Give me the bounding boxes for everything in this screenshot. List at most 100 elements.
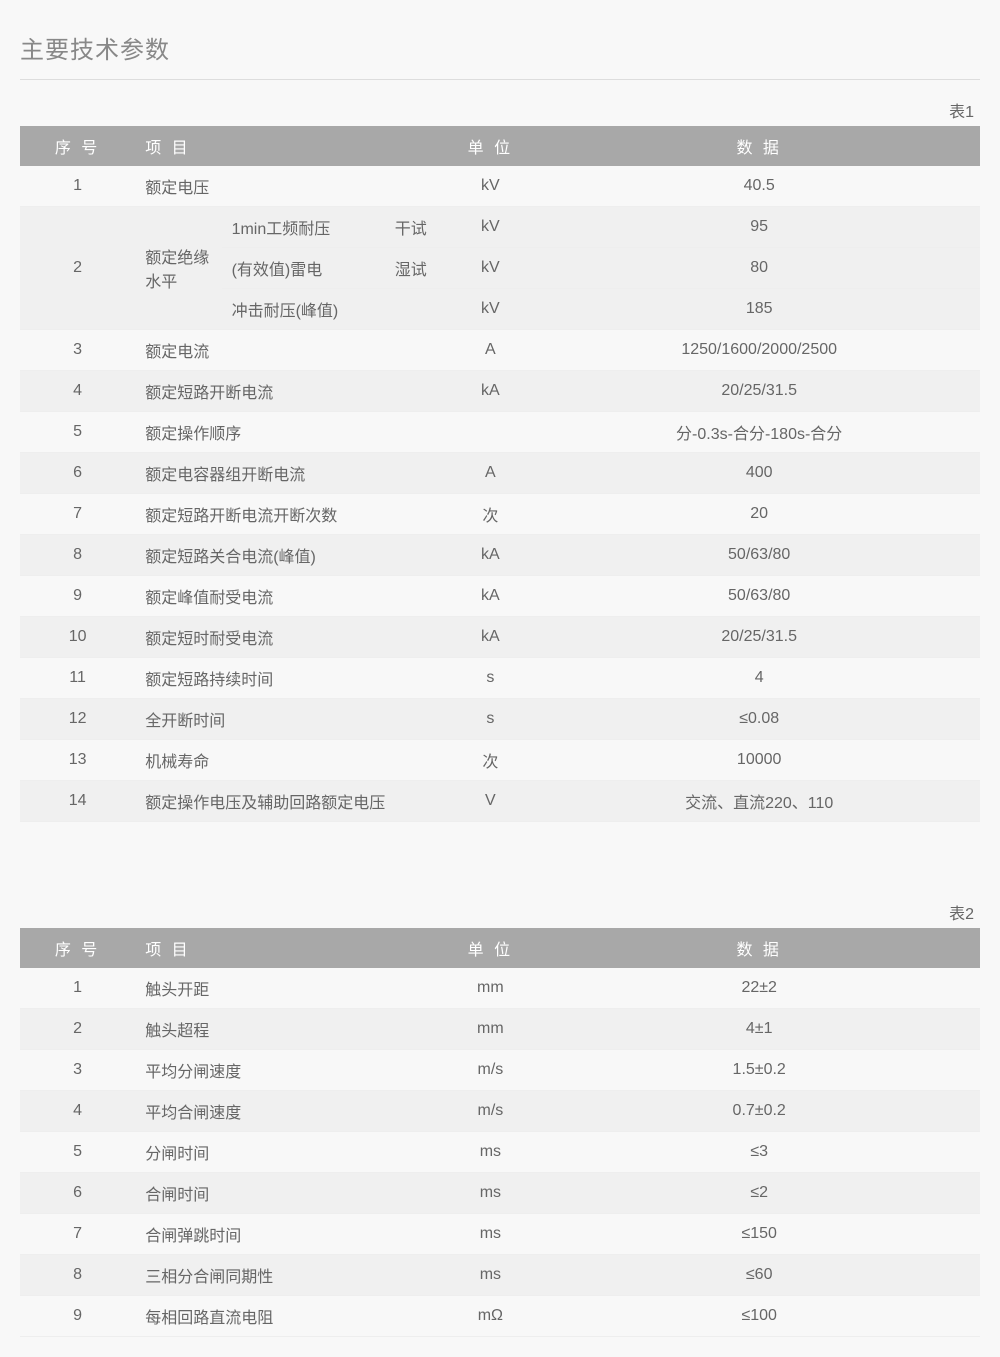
cell-seq: 3 [20,1050,135,1091]
cell-unit: ms [442,1255,538,1296]
cell-item: 额定操作电压及辅助回路额定电压 [135,781,442,822]
cell-unit: mΩ [442,1296,538,1337]
cell-item: 分闸时间 [135,1132,442,1173]
cell-unit: kV [442,248,538,289]
cell-unit: kA [442,617,538,658]
table-row: 1 额定电压 kV 40.5 [20,166,980,207]
cell-unit: kV [442,289,538,330]
th-item: 项 目 [135,928,442,968]
cell-seq: 14 [20,781,135,822]
cell-data: 80 [538,248,980,289]
th-seq: 序 号 [20,126,135,166]
table-row: 1触头开距mm22±2 [20,968,980,1009]
table2-label: 表2 [20,900,974,924]
cell-seq: 13 [20,740,135,781]
table-row: 3 额定电流 A 1250/1600/2000/2500 [20,330,980,371]
table-row: 2触头超程mm4±1 [20,1009,980,1050]
cell-data: 0.7±0.2 [538,1091,980,1132]
table-row: 8三相分合闸同期性ms≤60 [20,1255,980,1296]
table-row: 13 机械寿命 次 10000 [20,740,980,781]
cell-unit: A [442,330,538,371]
cell-item: 额定短时耐受电流 [135,617,442,658]
cell-item: 平均合闸速度 [135,1091,442,1132]
cell-unit: ms [442,1214,538,1255]
cell-item: 额定短路关合电流(峰值) [135,535,442,576]
table2-header-row: 序 号 项 目 单 位 数 据 [20,928,980,968]
cell-item: 额定操作顺序 [135,412,442,453]
cell-unit: kV [442,166,538,207]
cell-unit: kA [442,535,538,576]
cell-data: ≤60 [538,1255,980,1296]
cell-item: 全开断时间 [135,699,442,740]
cell-data: 4±1 [538,1009,980,1050]
cell-unit: m/s [442,1050,538,1091]
cell-seq: 1 [20,166,135,207]
th-data: 数 据 [538,126,980,166]
cell-data: 20/25/31.5 [538,371,980,412]
cell-cond: 干试 [385,207,443,248]
table-row: 8 额定短路关合电流(峰值) kA 50/63/80 [20,535,980,576]
cell-item: 触头超程 [135,1009,442,1050]
cell-item: 平均分闸速度 [135,1050,442,1091]
cell-unit: kV [442,207,538,248]
table-row: 9每相回路直流电阻mΩ≤100 [20,1296,980,1337]
cell-seq: 7 [20,1214,135,1255]
cell-seq: 4 [20,1091,135,1132]
cell-item: 额定电容器组开断电流 [135,453,442,494]
cell-data: ≤0.08 [538,699,980,740]
table-row: 7合闸弹跳时间ms≤150 [20,1214,980,1255]
cell-cond: 湿试 [385,248,443,289]
cell-seq: 2 [20,1009,135,1050]
cell-subitem: 1min工频耐压 [222,207,385,248]
table-row: 14 额定操作电压及辅助回路额定电压 V 交流、直流220、110 [20,781,980,822]
table-row: 6 额定电容器组开断电流 A 400 [20,453,980,494]
page-title: 主要技术参数 [20,20,980,80]
cell-unit: mm [442,1009,538,1050]
cell-unit: kA [442,371,538,412]
cell-item: 额定电流 [135,330,442,371]
th-data: 数 据 [538,928,980,968]
cell-unit: ms [442,1173,538,1214]
cell-data: 20/25/31.5 [538,617,980,658]
cell-unit: A [442,453,538,494]
cell-seq: 12 [20,699,135,740]
table2: 序 号 项 目 单 位 数 据 1触头开距mm22±22触头超程mm4±13平均… [20,928,980,1337]
cell-seq: 3 [20,330,135,371]
cell-data: 95 [538,207,980,248]
cell-item: 合闸时间 [135,1173,442,1214]
table-row: 9 额定峰值耐受电流 kA 50/63/80 [20,576,980,617]
cell-item: 额定峰值耐受电流 [135,576,442,617]
cell-seq: 2 [20,207,135,330]
cell-item: 额定绝缘水平 [135,207,221,330]
cell-item: 额定短路持续时间 [135,658,442,699]
cell-data: 分-0.3s-合分-180s-合分 [538,412,980,453]
cell-unit: ms [442,1132,538,1173]
cell-seq: 7 [20,494,135,535]
cell-item: 额定短路开断电流开断次数 [135,494,442,535]
table1-header-row: 序 号 项 目 单 位 数 据 [20,126,980,166]
cell-item: 额定电压 [135,166,442,207]
cell-seq: 6 [20,453,135,494]
table1-label: 表1 [20,98,974,122]
cell-subitem: 冲击耐压(峰值) [222,289,385,330]
cell-data: 20 [538,494,980,535]
cell-data: 1250/1600/2000/2500 [538,330,980,371]
cell-seq: 11 [20,658,135,699]
th-item: 项 目 [135,126,442,166]
cell-data: ≤3 [538,1132,980,1173]
cell-unit: 次 [442,494,538,535]
cell-seq: 4 [20,371,135,412]
cell-item: 合闸弹跳时间 [135,1214,442,1255]
cell-item: 三相分合闸同期性 [135,1255,442,1296]
cell-item: 每相回路直流电阻 [135,1296,442,1337]
cell-data: 交流、直流220、110 [538,781,980,822]
cell-unit: s [442,658,538,699]
cell-data: 10000 [538,740,980,781]
cell-data: 50/63/80 [538,576,980,617]
table-row: 7 额定短路开断电流开断次数 次 20 [20,494,980,535]
cell-subitem: (有效值)雷电 [222,248,385,289]
cell-seq: 6 [20,1173,135,1214]
cell-item: 触头开距 [135,968,442,1009]
cell-data: 185 [538,289,980,330]
cell-seq: 9 [20,576,135,617]
